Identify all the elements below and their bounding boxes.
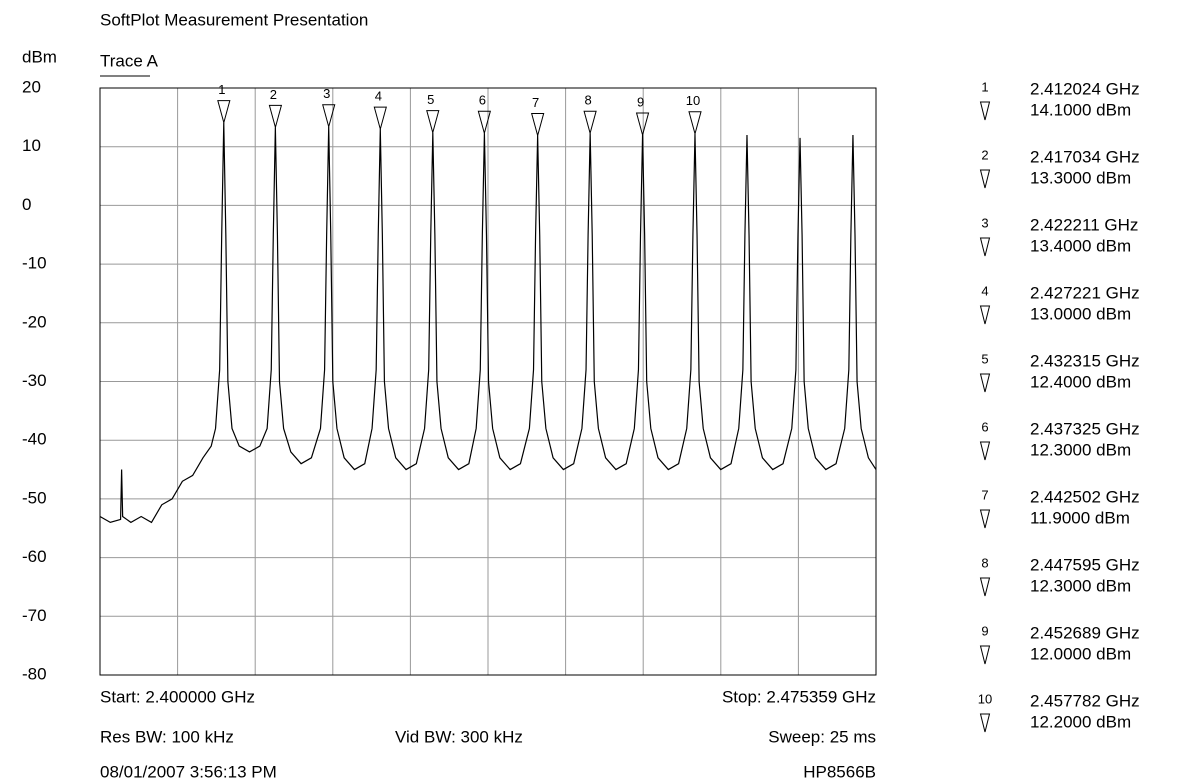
marker-number: 3 — [323, 86, 330, 101]
marker-list-amplitude: 12.4000 dBm — [1030, 372, 1131, 391]
marker-list-frequency: 2.417034 GHz — [1030, 147, 1140, 166]
marker-list-triangle — [979, 169, 991, 189]
marker-triangle — [268, 104, 283, 130]
footer-text: Vid BW: 300 kHz — [395, 727, 523, 746]
marker-number: 2 — [270, 87, 277, 102]
marker-list-frequency: 2.422211 GHz — [1030, 215, 1138, 234]
footer-text: Res BW: 100 kHz — [100, 727, 234, 746]
y-tick-label: -80 — [22, 664, 47, 683]
y-tick-label: -60 — [22, 547, 47, 566]
marker-list-amplitude: 14.1000 dBm — [1030, 100, 1131, 119]
y-tick-label: -10 — [22, 254, 47, 273]
footer-text: 08/01/2007 3:56:13 PM — [100, 762, 277, 781]
marker-list-amplitude: 11.9000 dBm — [1030, 508, 1130, 527]
marker-triangle — [583, 110, 597, 136]
chart-title: SoftPlot Measurement Presentation — [100, 10, 368, 29]
marker-number: 5 — [427, 92, 434, 107]
marker-list-triangle — [979, 373, 991, 393]
marker-list-frequency: 2.427221 GHz — [1030, 283, 1140, 302]
marker-list-triangle — [979, 713, 991, 733]
marker-number: 1 — [218, 82, 225, 97]
marker-list-number: 4 — [981, 283, 988, 298]
marker-list-frequency: 2.452689 GHz — [1030, 623, 1140, 642]
marker-triangle — [635, 112, 650, 137]
marker-list-frequency: 2.437325 GHz — [1030, 419, 1140, 438]
marker-list-frequency: 2.442502 GHz — [1030, 487, 1140, 506]
y-tick-label: -70 — [22, 606, 47, 625]
marker-list-number: 3 — [981, 215, 988, 230]
marker-list-number: 8 — [981, 555, 988, 570]
marker-list-triangle — [979, 237, 991, 257]
marker-number: 8 — [584, 93, 591, 108]
marker-list-amplitude: 12.3000 dBm — [1030, 440, 1131, 459]
marker-list-amplitude: 13.3000 dBm — [1030, 168, 1131, 187]
marker-triangle — [688, 111, 702, 136]
marker-list-frequency: 2.412024 GHz — [1030, 79, 1140, 98]
marker-triangle — [217, 100, 231, 125]
legend-label: Trace A — [100, 51, 159, 70]
footer-text: Start: 2.400000 GHz — [100, 687, 255, 706]
marker-list-triangle — [979, 441, 991, 461]
marker-triangle — [477, 110, 492, 136]
marker-list-triangle — [979, 305, 991, 325]
marker-number: 7 — [532, 95, 539, 110]
marker-triangle — [373, 106, 387, 131]
y-tick-label: 20 — [22, 77, 41, 96]
trace — [99, 122, 877, 524]
footer-text: HP8566B — [803, 762, 876, 781]
marker-triangle — [322, 104, 336, 129]
marker-list-triangle — [979, 577, 991, 597]
footer-text: Sweep: 25 ms — [768, 727, 876, 746]
marker-list-amplitude: 13.0000 dBm — [1030, 304, 1131, 323]
marker-list-triangle — [979, 645, 991, 665]
marker-list-number: 6 — [981, 419, 988, 434]
y-tick-label: -40 — [22, 430, 47, 449]
marker-list-amplitude: 12.0000 dBm — [1030, 644, 1131, 663]
marker-list-frequency: 2.432315 GHz — [1030, 351, 1140, 370]
y-tick-label: 10 — [22, 136, 41, 155]
marker-list-number: 2 — [981, 147, 988, 162]
marker-triangle — [531, 113, 545, 138]
marker-list-frequency: 2.447595 GHz — [1030, 555, 1140, 574]
y-unit-label: dBm — [22, 47, 57, 66]
marker-number: 6 — [479, 93, 486, 108]
footer-text: Stop: 2.475359 GHz — [722, 687, 876, 706]
marker-list-number: 9 — [981, 623, 988, 638]
plot-frame — [99, 87, 877, 676]
marker-list-number: 7 — [981, 487, 988, 502]
marker-list-triangle — [979, 101, 991, 121]
marker-number: 10 — [686, 93, 700, 108]
marker-list-number: 10 — [978, 691, 992, 706]
marker-list-amplitude: 12.3000 dBm — [1030, 576, 1131, 595]
marker-list-amplitude: 13.4000 dBm — [1030, 236, 1131, 255]
marker-number: 4 — [375, 89, 382, 104]
marker-list-number: 1 — [981, 79, 988, 94]
marker-list-number: 5 — [981, 351, 988, 366]
marker-number: 9 — [637, 94, 644, 109]
marker-list-amplitude: 12.2000 dBm — [1030, 712, 1131, 731]
y-tick-label: 0 — [22, 195, 31, 214]
marker-triangle — [426, 110, 440, 135]
marker-list-triangle — [979, 509, 991, 529]
y-tick-label: -50 — [22, 488, 47, 507]
y-tick-label: -20 — [22, 312, 47, 331]
y-tick-label: -30 — [22, 371, 47, 390]
marker-list-frequency: 2.457782 GHz — [1030, 691, 1140, 710]
